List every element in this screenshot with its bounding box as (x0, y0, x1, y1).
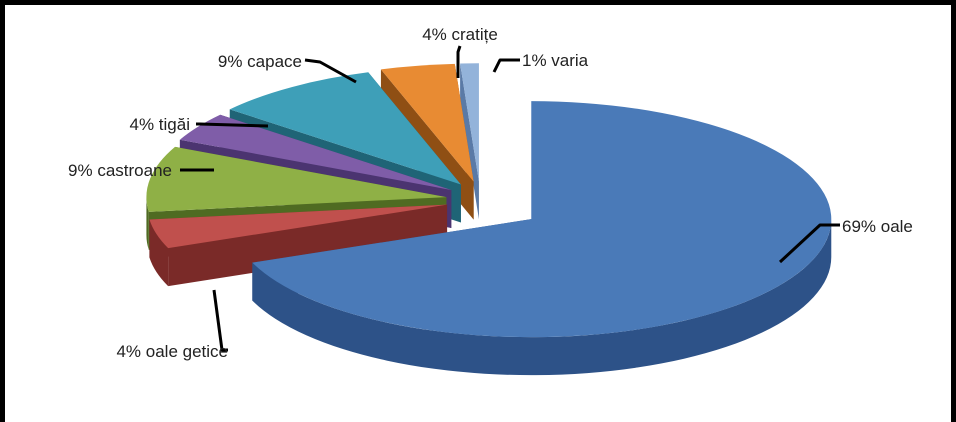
label-oale: 69% oale (842, 217, 913, 236)
pie-slice-top (252, 101, 832, 338)
label-capace: 9% capace (218, 52, 302, 71)
pie-slice-side (146, 197, 149, 250)
pie-slice-top (146, 146, 447, 212)
pie-slice-side (149, 219, 169, 287)
label-oale-getice: 4% oale getice (116, 342, 228, 361)
pie-slice-top (380, 63, 474, 182)
leader-line-oale (778, 223, 840, 264)
pie-slice-oale (252, 101, 832, 376)
pie-slice-top (229, 72, 461, 185)
pie-slice-top (149, 204, 448, 249)
leader-line-oale-getice (212, 289, 228, 352)
pie-slice-varia (460, 63, 479, 220)
pie-slice-wall (460, 63, 479, 220)
leader-line-tigăi (196, 122, 269, 128)
leader-line-varia (492, 58, 520, 73)
pie-slice-top (179, 114, 452, 190)
leader-line-cratițe (456, 45, 462, 78)
pie-slice-side (252, 219, 832, 376)
leader-line-capace (304, 58, 357, 84)
label-tigai: 4% tigăi (130, 115, 190, 134)
pie-slice-top (460, 63, 479, 182)
label-castroane: 9% castroane (68, 161, 172, 180)
label-cratite: 4% cratițe (422, 25, 498, 44)
label-varia: 1% varia (522, 51, 589, 70)
